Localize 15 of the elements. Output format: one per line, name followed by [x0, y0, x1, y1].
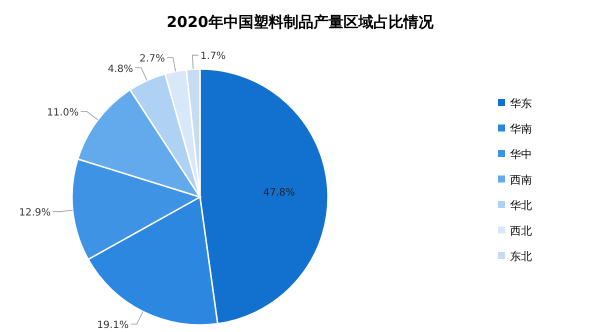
- data-label: 12.9%: [18, 208, 51, 219]
- legend-label: 东北: [510, 250, 532, 263]
- legend-label: 西北: [510, 224, 532, 238]
- chart-title: 2020年中国塑料制品产量区域占比情况: [166, 13, 434, 31]
- legend-label: 华北: [510, 199, 532, 212]
- data-label: 11.0%: [46, 107, 79, 118]
- data-label: 47.8%: [263, 188, 296, 199]
- legend-label: 华中: [510, 148, 532, 161]
- data-label: 19.1%: [96, 320, 129, 332]
- legend-label: 华东: [510, 97, 532, 110]
- legend-label: 西南: [510, 174, 532, 186]
- data-label: 4.8%: [108, 64, 134, 75]
- data-label: 1.7%: [200, 51, 226, 62]
- legend-label: 华南: [510, 122, 532, 136]
- data-label: 2.7%: [140, 54, 165, 65]
